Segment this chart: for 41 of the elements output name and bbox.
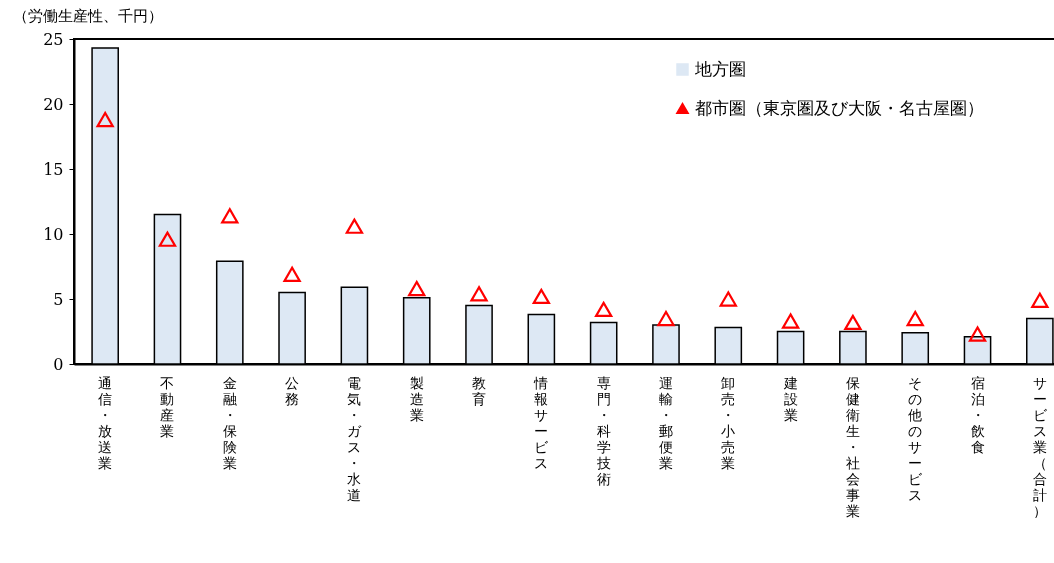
- point: [781, 313, 800, 329]
- legend-label: 地方圏: [694, 58, 746, 79]
- point: [719, 291, 737, 307]
- point: [906, 310, 924, 327]
- category-label: 保健衛生・社会事業: [845, 374, 860, 519]
- x-tick-label: 不動産業: [160, 374, 175, 439]
- y-tick-label: 25: [43, 29, 64, 49]
- x-tick-label: 宿泊・飲食: [970, 374, 985, 455]
- point: [345, 218, 364, 234]
- x-tick-label: 情報サービス: [533, 374, 550, 471]
- point: [657, 310, 675, 327]
- point: [158, 231, 177, 247]
- x-tick-label: 金融・保険業: [222, 374, 237, 471]
- y-tick-label: 20: [43, 94, 64, 114]
- legend-label: 都市圏（東京圏及び大阪・名古屋圏）: [695, 97, 984, 118]
- point: [594, 301, 613, 318]
- x-tick-label: 専門・科学技術: [595, 374, 611, 487]
- x-tick-label: 教育: [472, 374, 487, 407]
- point: [1031, 292, 1049, 308]
- y-tick-label: 10: [43, 224, 64, 244]
- y-axis-title: （労働生産性、千円）: [12, 6, 163, 25]
- x-tick-label: 建設業: [782, 374, 798, 423]
- x-tick-label: 公務: [285, 374, 300, 407]
- point: [470, 286, 488, 302]
- y-tick-label: 5: [53, 289, 64, 309]
- x-tick-label: 製造業: [409, 374, 424, 423]
- y-tick-label: 0: [53, 354, 64, 374]
- point: [408, 280, 426, 297]
- category-label: サービス業（合計）: [1032, 374, 1047, 519]
- x-tick-label: 通信・放送業: [98, 374, 113, 471]
- point: [283, 266, 301, 282]
- point: [844, 314, 862, 331]
- point: [221, 208, 239, 224]
- x-tick-label: その他のサービス: [908, 374, 924, 503]
- point: [96, 111, 114, 128]
- point: [968, 326, 987, 342]
- x-tick-label: 電気・ガス・水道: [347, 374, 363, 503]
- y-tick-label: 15: [43, 159, 64, 179]
- x-tick-label: 運輸・郵便業: [658, 374, 673, 471]
- point: [532, 288, 551, 305]
- x-tick-label: 卸売・小売業: [721, 374, 736, 471]
